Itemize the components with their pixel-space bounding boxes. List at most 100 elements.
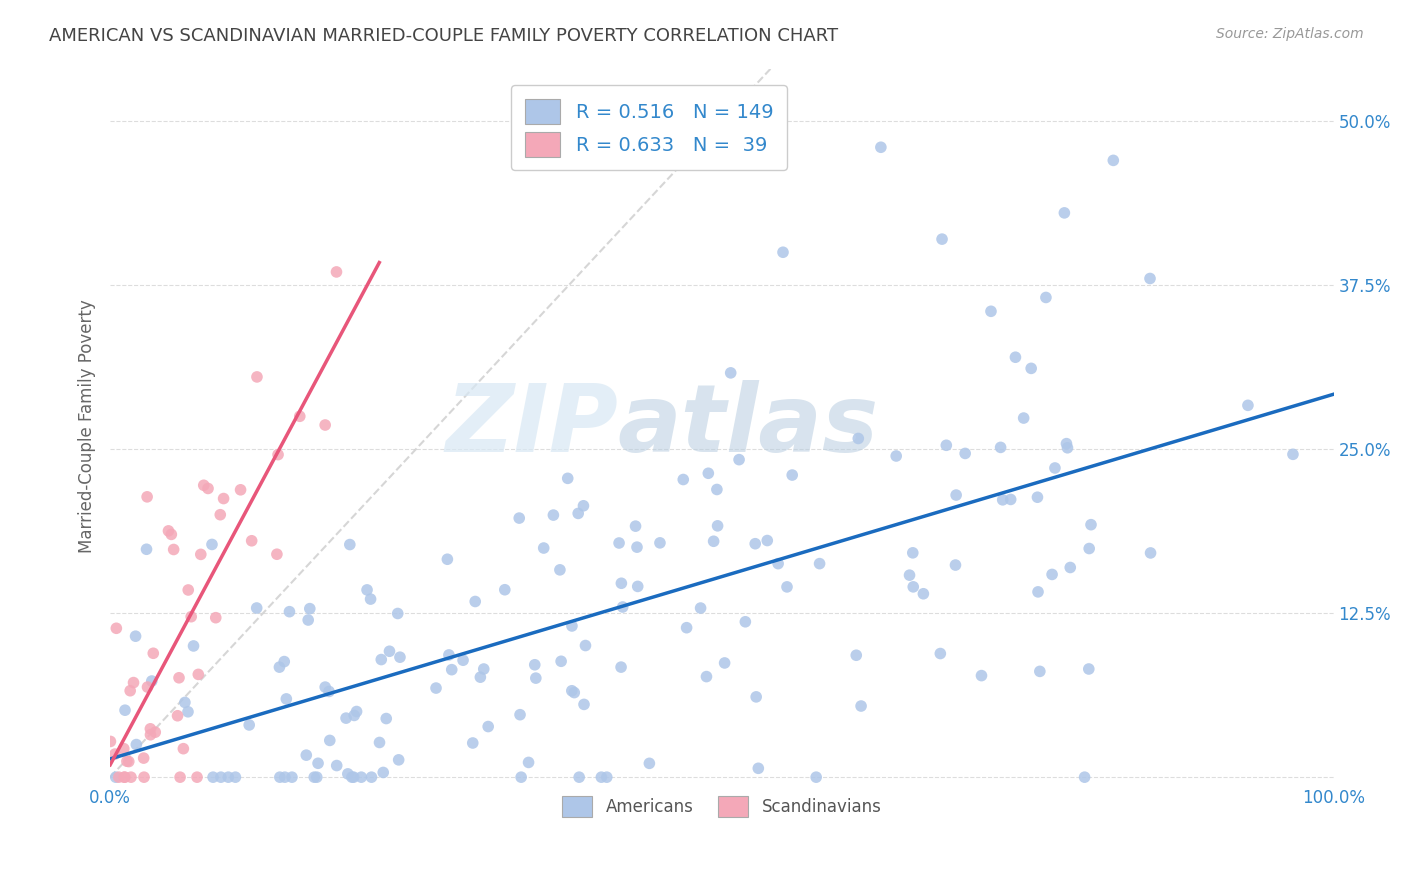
Point (375, 712, 398, 726)
Point (953, 446, 976, 460)
Point (1026, 490, 1049, 504)
Point (697, 467, 720, 481)
Point (1078, 541, 1101, 556)
Point (143, 725, 166, 739)
Point (160, 527, 183, 541)
Point (1139, 271, 1161, 285)
Point (870, 140, 893, 154)
Point (295, 748, 318, 763)
Point (713, 656, 735, 670)
Point (314, 417, 336, 432)
Point (509, 707, 531, 722)
Point (246, 601, 269, 615)
Point (104, 770, 127, 784)
Point (142, 646, 165, 660)
Point (436, 552, 458, 566)
Point (1056, 436, 1078, 450)
Point (1237, 398, 1260, 412)
Point (461, 736, 484, 750)
Point (187, 667, 209, 681)
Point (846, 432, 869, 446)
Point (706, 483, 728, 497)
Point (567, 507, 589, 521)
Point (884, 449, 907, 463)
Point (624, 519, 647, 533)
Point (238, 718, 260, 732)
Point (523, 657, 546, 672)
Point (186, 770, 208, 784)
Point (568, 770, 591, 784)
Point (451, 653, 474, 667)
Point (325, 758, 347, 772)
Point (201, 537, 224, 551)
Point (980, 304, 1002, 318)
Point (269, 660, 291, 674)
Point (648, 536, 671, 550)
Point (561, 619, 583, 633)
Point (550, 654, 572, 668)
Point (1139, 546, 1161, 560)
Point (339, 537, 361, 551)
Point (929, 647, 952, 661)
Point (510, 770, 533, 784)
Text: Source: ZipAtlas.com: Source: ZipAtlas.com (1216, 27, 1364, 41)
Point (319, 733, 342, 747)
Point (118, 755, 141, 769)
Y-axis label: Married-Couple Family Poverty: Married-Couple Family Poverty (79, 299, 96, 553)
Point (266, 547, 288, 561)
Point (772, 245, 794, 260)
Point (425, 681, 447, 695)
Point (747, 761, 769, 775)
Point (1282, 447, 1305, 461)
Point (104, 747, 127, 761)
Point (336, 767, 359, 781)
Point (1059, 560, 1081, 574)
Point (305, 770, 328, 784)
Point (756, 533, 779, 548)
Point (139, 722, 162, 736)
Point (368, 735, 391, 749)
Point (548, 563, 571, 577)
Point (120, 683, 142, 698)
Point (1080, 517, 1102, 532)
Point (318, 684, 340, 698)
Point (105, 621, 128, 635)
Point (132, 770, 155, 784)
Point (1053, 206, 1076, 220)
Point (325, 265, 347, 279)
Point (808, 557, 831, 571)
Text: ZIP: ZIP (444, 380, 617, 472)
Point (990, 441, 1012, 455)
Point (638, 756, 661, 771)
Point (734, 615, 756, 629)
Point (100, 734, 122, 748)
Point (298, 601, 321, 615)
Point (132, 751, 155, 765)
Point (307, 756, 329, 771)
Point (898, 568, 921, 582)
Point (1102, 153, 1125, 168)
Point (804, 770, 827, 784)
Point (437, 648, 460, 662)
Point (720, 366, 742, 380)
Point (574, 639, 596, 653)
Point (269, 770, 291, 784)
Point (378, 644, 401, 658)
Point (107, 770, 129, 784)
Point (224, 770, 246, 784)
Point (626, 540, 648, 554)
Point (703, 534, 725, 549)
Point (388, 753, 411, 767)
Point (945, 488, 967, 502)
Point (360, 592, 382, 607)
Point (373, 765, 395, 780)
Point (689, 601, 711, 615)
Point (167, 671, 190, 685)
Point (112, 741, 135, 756)
Point (477, 720, 499, 734)
Point (212, 491, 235, 506)
Point (183, 639, 205, 653)
Point (180, 609, 202, 624)
Point (561, 683, 583, 698)
Point (1077, 662, 1099, 676)
